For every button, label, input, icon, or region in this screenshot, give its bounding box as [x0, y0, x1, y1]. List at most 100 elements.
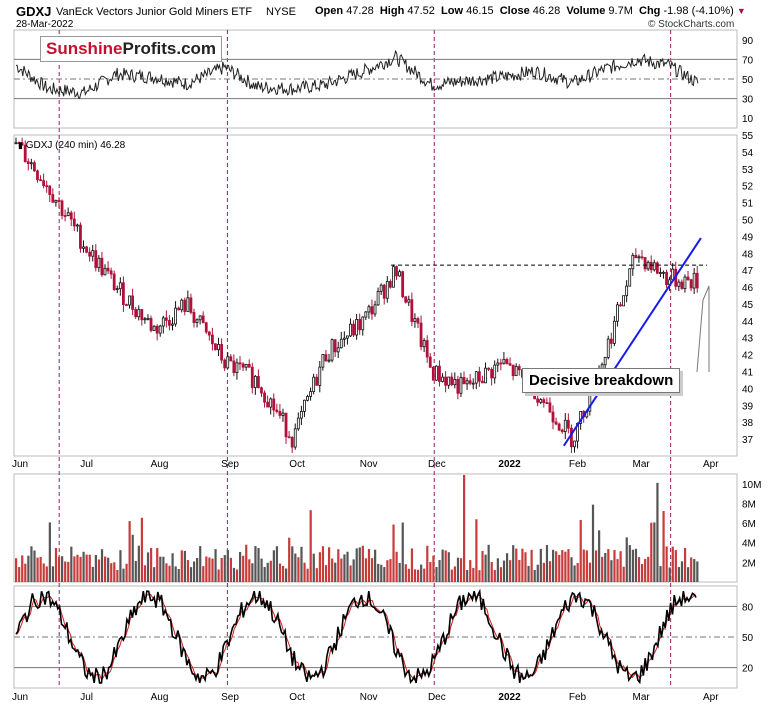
price-candle: [14, 142, 18, 145]
volume-bar: [610, 560, 613, 582]
price-candle: [241, 363, 245, 368]
callout-pointer: [696, 285, 710, 373]
volume-bar: [570, 557, 573, 582]
price-candle: [622, 295, 625, 307]
price-xtick-Apr: Apr: [703, 459, 719, 470]
volume-bar: [45, 566, 48, 582]
volume-bar: [113, 562, 116, 582]
volume-bar: [573, 565, 576, 582]
volume-bar: [416, 569, 420, 582]
price-candle: [554, 421, 558, 425]
volume-bar: [18, 567, 21, 582]
volume-bar: [601, 556, 604, 582]
price-tick-43: 43: [742, 334, 754, 345]
volume-bar: [591, 504, 595, 582]
price-candle: [66, 212, 70, 216]
price-candle: [134, 309, 138, 318]
volume-bar: [248, 559, 251, 582]
volume-bar: [631, 549, 634, 582]
price-candle: [247, 363, 251, 368]
price-xtick-Sep: Sep: [221, 459, 239, 470]
stoch-xtick-Aug: Aug: [151, 692, 169, 703]
volume-bar: [349, 565, 352, 582]
price-candle: [398, 271, 401, 277]
volume-bar: [343, 554, 346, 582]
price-candle: [103, 267, 107, 276]
price-candle: [413, 318, 417, 322]
price-candle: [284, 412, 288, 438]
price-candle: [376, 290, 380, 306]
volume-bar: [524, 552, 527, 582]
price-candle: [158, 325, 162, 334]
volume-bar: [192, 561, 196, 582]
price-candle: [39, 179, 42, 182]
volume-bar: [346, 551, 349, 582]
price-candle: [665, 271, 668, 286]
price-candle: [106, 267, 110, 272]
price-candle: [456, 378, 460, 394]
price-candle: [321, 354, 325, 368]
volume-bar: [214, 549, 217, 582]
volume-bar: [103, 556, 107, 582]
volume-bar: [404, 564, 407, 582]
volume-bar: [85, 554, 88, 582]
price-candle: [287, 436, 291, 439]
logo-part-sunshine: Sunshine: [46, 39, 123, 58]
volume-bar: [33, 550, 36, 582]
price-candle: [422, 340, 426, 348]
price-candle: [122, 282, 125, 305]
price-candle: [244, 363, 248, 368]
volume-bar: [447, 552, 450, 582]
price-tick-53: 53: [742, 165, 754, 176]
price-candle: [45, 185, 49, 188]
volume-bar: [57, 556, 61, 582]
volume-bar: [125, 563, 128, 582]
volume-bar: [30, 546, 33, 582]
panel-frame-price: [13, 134, 738, 457]
volume-bar: [472, 567, 475, 582]
price-legend-text: GDXJ (240 min) 46.28: [25, 140, 126, 151]
volume-bar: [48, 522, 51, 582]
price-candle: [312, 376, 316, 393]
volume-bar: [392, 524, 395, 582]
price-xtick-Mar: Mar: [633, 459, 651, 470]
volume-bar: [131, 534, 134, 582]
price-candle: [23, 144, 27, 163]
price-candle: [72, 218, 76, 227]
price-candle: [20, 142, 24, 146]
price-candle: [75, 224, 79, 227]
volume-bar: [598, 530, 601, 582]
volume-bar: [668, 567, 671, 582]
volume-tick-8M: 8M: [742, 499, 756, 510]
price-candle: [318, 366, 322, 386]
volume-bar: [665, 546, 668, 582]
price-candle: [382, 284, 386, 299]
volume-bar: [450, 569, 453, 582]
price-candle: [140, 309, 144, 321]
price-candle: [192, 312, 196, 323]
volume-bar: [420, 564, 423, 582]
volume-bar: [518, 559, 521, 582]
price-candle: [299, 411, 303, 419]
volume-bar: [180, 550, 183, 582]
stoch-xtick-Jun: Jun: [12, 692, 28, 703]
price-candle: [563, 419, 567, 433]
price-candle: [91, 250, 95, 257]
volume-bar: [441, 549, 444, 582]
price-tick-45: 45: [742, 300, 754, 311]
price-candle: [260, 387, 263, 394]
volume-bar: [407, 568, 410, 582]
volume-bar: [100, 549, 104, 582]
price-xtick-Jul: Jul: [80, 459, 93, 470]
volume-bar: [288, 537, 291, 582]
volume-bar: [650, 522, 653, 582]
price-candle: [97, 257, 101, 269]
price-candle: [392, 266, 395, 288]
price-candle: [542, 399, 546, 403]
price-candle: [434, 365, 438, 381]
price-candle: [69, 212, 73, 220]
price-candle: [560, 429, 564, 433]
price-tick-47: 47: [742, 266, 754, 277]
volume-bar: [165, 563, 168, 582]
price-candle: [606, 338, 610, 358]
